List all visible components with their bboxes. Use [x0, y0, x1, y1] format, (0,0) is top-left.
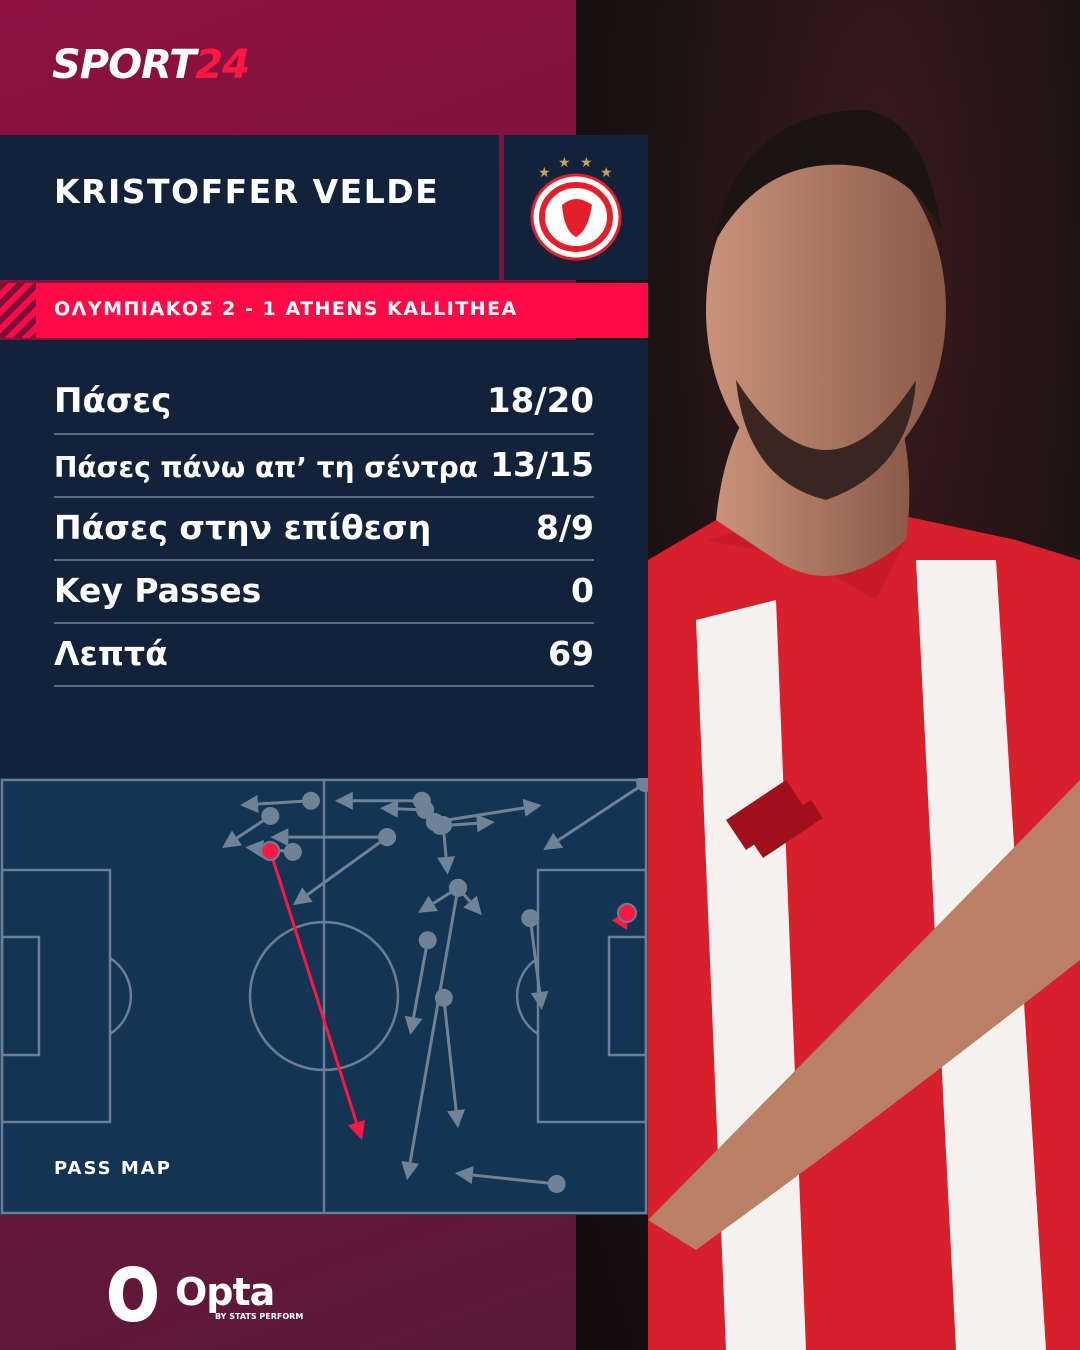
sport24-logo: SPORT24 [52, 42, 250, 88]
pass-arrowhead [379, 799, 399, 818]
pass-origin-dot [378, 828, 397, 847]
pass-line [412, 939, 430, 1018]
match-result-bar [0, 283, 648, 338]
pass-origin-dot [547, 1174, 566, 1193]
pass-line [472, 1173, 557, 1186]
pass-arrowhead [463, 895, 482, 916]
player-illustration [648, 110, 1080, 1350]
pass-arrowhead [404, 1015, 423, 1036]
pass-line [442, 997, 458, 1111]
svg-text:★: ★ [600, 165, 613, 181]
pass-arrowhead [245, 839, 264, 858]
pass-arrowhead [270, 828, 289, 847]
stat-row: Key Passes 0 [54, 559, 594, 624]
pass-arrowhead [476, 814, 495, 833]
pass-origin-dot [521, 909, 540, 928]
pass-origin-dot [636, 774, 655, 793]
pass-arrowhead [447, 1109, 466, 1129]
pass-arrowhead [543, 832, 564, 851]
pass-arrowhead [221, 830, 242, 848]
pass-origin-dot [416, 800, 435, 819]
stat-row: Πάσες πάνω απ’ τη σέντρα 13/15 [54, 433, 594, 498]
pass-origin-dot [261, 806, 280, 825]
match-result: ΟΛΥΜΠΙΑΚΟΣ 2 - 1 ATHENS KALLITHEA [54, 298, 518, 320]
pass-arrowhead [347, 1119, 366, 1140]
pass-origin-dot [301, 791, 320, 810]
pass-arrowhead [334, 791, 353, 810]
pass-line [528, 917, 542, 993]
pass-arrowhead [292, 887, 313, 906]
opta-mark-icon [109, 1266, 157, 1322]
player-name-card [0, 135, 499, 280]
pass-arrowhead [454, 1166, 474, 1185]
pass-arrowhead [240, 795, 259, 814]
pass-origin-dot [283, 842, 302, 861]
pass-arrowhead [418, 895, 439, 913]
pass-origin-dot [434, 988, 453, 1007]
svg-text:★: ★ [538, 165, 551, 181]
crest-card: ★ ★ ★ ★ [504, 135, 648, 280]
olympiacos-crest-icon: ★ ★ ★ ★ [530, 155, 622, 261]
pass-map [0, 774, 655, 1215]
decorative-stripes [0, 283, 36, 338]
pass-arrowhead [522, 799, 542, 817]
pass-origin-dot [434, 816, 453, 835]
pass-line [268, 850, 358, 1124]
stat-row: Πάσες στην επίθεση 8/9 [54, 496, 594, 561]
pass-line [408, 887, 460, 1163]
svg-text:★: ★ [580, 155, 593, 171]
pass-origin-dot [260, 841, 281, 862]
pass-line [306, 835, 388, 896]
pass-map-pitch [0, 774, 655, 1215]
svg-text:★: ★ [558, 155, 571, 171]
pass-line [557, 781, 646, 842]
pass-origin-dot [418, 931, 437, 950]
pass-arrowhead [530, 990, 549, 1010]
stat-row: Λεπτά 69 [54, 622, 594, 687]
pass-origin-dot [617, 902, 638, 923]
pass-origin-dot [449, 878, 468, 897]
stat-row: Πάσες 18/20 [54, 370, 594, 435]
opta-logo: Opta BY STATS PERFORM [105, 1262, 303, 1330]
pass-map-label: PASS MAP [54, 1158, 172, 1179]
pass-arrowhead [401, 1160, 420, 1181]
pass-arrowhead [437, 856, 456, 875]
player-name: KRISTOFFER VELDE [54, 172, 440, 211]
player-photo [576, 0, 1080, 1350]
